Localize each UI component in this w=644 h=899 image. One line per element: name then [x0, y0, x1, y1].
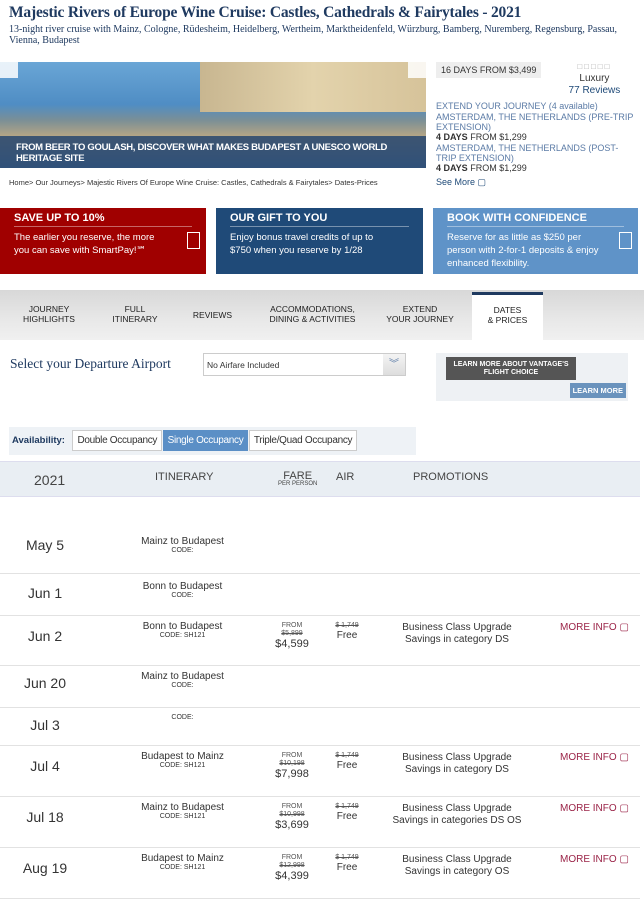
trip-level: Luxury	[579, 73, 610, 84]
expand-icon[interactable]	[619, 232, 632, 249]
table-row: Jun 2 Bonn to Budapest CODE: SH121 FROM $5,8…	[0, 616, 640, 666]
single-occupancy-button[interactable]: Single Occupancy	[162, 430, 249, 451]
hero-caption: FROM BEER TO GOULASH, DISCOVER WHAT MAKE…	[0, 136, 426, 168]
tab-full-itinerary[interactable]: FULL ITINERARY	[112, 304, 158, 324]
table-row: Jul 3 CODE:	[0, 708, 640, 746]
departure-date: Jun 2	[27, 628, 63, 644]
departure-airport-select[interactable]: No Airfare Included ︾	[203, 353, 406, 376]
air-header: AIR	[336, 471, 355, 483]
promotions-cell: Business Class Upgrade Savings in categor…	[402, 622, 512, 645]
itinerary-cell: Bonn to Budapest CODE:	[142, 581, 223, 600]
table-header: 2021 ITINERARY FARE PER PERSON AIR PROMOT…	[0, 461, 640, 497]
see-more-link[interactable]: See More ▢	[436, 177, 487, 187]
tab-extend-journey[interactable]: EXTEND YOUR JOURNEY	[386, 304, 454, 324]
trip-summary: 16 DAYS FROM $3,499 □□□□□ Luxury 77 Revi…	[436, 62, 636, 187]
table-row: Jun 1 Bonn to Budapest CODE:	[0, 574, 640, 616]
departure-date: Jun 20	[23, 675, 67, 691]
double-occupancy-button[interactable]: Double Occupancy	[72, 430, 163, 451]
expand-icon[interactable]	[187, 232, 200, 249]
flight-choice-text: LEARN MORE ABOUT VANTAGE'S FLIGHT CHOICE	[446, 357, 576, 380]
departure-airport-label: Select your Departure Airport	[10, 356, 171, 371]
air-cell: $ 1,749 Free	[335, 854, 359, 873]
fare-header: FARE PER PERSON	[278, 470, 318, 488]
year-header: 2021	[34, 472, 66, 488]
extend-title: EXTEND YOUR JOURNEY	[436, 101, 547, 111]
promo-save[interactable]: SAVE UP TO 10% The earlier you reserve, t…	[0, 208, 206, 274]
air-cell: $ 1,749 Free	[335, 803, 359, 822]
fare-cell: FROM $10,998 $3,699	[275, 803, 309, 831]
departure-date: Aug 19	[22, 860, 68, 876]
itinerary-header: ITINERARY	[155, 471, 214, 483]
trip-duration: 16 DAYS FROM $3,499	[436, 62, 542, 78]
itinerary-cell: Budapest to Mainz CODE: SH121	[141, 751, 224, 770]
extension-link[interactable]: AMSTERDAM, THE NETHERLANDS (PRE-TRIP EXT…	[436, 112, 634, 132]
fare-cell: FROM $10,198 $7,998	[275, 752, 309, 780]
itinerary-cell: Bonn to Budapest CODE: SH121	[142, 621, 223, 640]
tab-accommodations[interactable]: ACCOMMODATIONS, DINING & ACTIVITIES	[269, 304, 356, 324]
promotions-cell: Business Class Upgrade Savings in categor…	[402, 752, 512, 775]
chevron-down-icon[interactable]: ︾	[383, 354, 405, 375]
page-subtitle: 13-night river cruise with Mainz, Cologn…	[9, 24, 618, 46]
departure-date: May 5	[25, 537, 65, 553]
promotions-header: PROMOTIONS	[413, 471, 489, 483]
fare-cell: FROM $5,899 $4,599	[275, 622, 309, 650]
tab-journey-highlights[interactable]: JOURNEY HIGHLIGHTS	[23, 304, 75, 324]
itinerary-cell: Budapest to Mainz CODE: SH121	[141, 853, 224, 872]
extension-link[interactable]: AMSTERDAM, THE NETHERLANDS (POST-TRIP EX…	[436, 143, 619, 163]
more-info-link[interactable]: MORE INFO ▢	[560, 854, 629, 865]
hero-image[interactable]: FROM BEER TO GOULASH, DISCOVER WHAT MAKE…	[0, 62, 426, 168]
itinerary-cell: Mainz to Budapest CODE:	[141, 536, 224, 555]
reviews-link[interactable]: 77 Reviews	[568, 85, 621, 96]
air-cell: $ 1,749 Free	[335, 752, 359, 771]
more-info-link[interactable]: MORE INFO ▢	[560, 752, 629, 763]
prev-slide-button[interactable]	[0, 62, 18, 78]
more-info-link[interactable]: MORE INFO ▢	[560, 622, 629, 633]
air-cell: $ 1,749 Free	[335, 622, 359, 641]
departure-date: Jun 1	[27, 585, 63, 601]
next-slide-button[interactable]	[408, 62, 426, 78]
tab-dates-prices[interactable]: DATES & PRICES	[472, 292, 543, 340]
table-row: May 5 Mainz to Budapest CODE:	[0, 497, 640, 574]
rating-stars-icon: □□□□□	[577, 62, 612, 71]
departure-date: Jul 4	[30, 758, 60, 774]
table-row: Jun 20 Mainz to Budapest CODE:	[0, 666, 640, 708]
table-row: Jul 4 Budapest to Mainz CODE: SH121 FROM $10…	[0, 746, 640, 797]
promotions-cell: Business Class Upgrade Savings in categor…	[392, 803, 522, 826]
promotions-cell: Business Class Upgrade Savings in categor…	[402, 854, 512, 877]
availability-selector: Availability: Double Occupancy Single Oc…	[9, 427, 416, 455]
itinerary-cell: Mainz to Budapest CODE: SH121	[141, 802, 224, 821]
departure-date: Jul 3	[30, 717, 60, 733]
tab-bar: JOURNEY HIGHLIGHTS FULL ITINERARY REVIEWS …	[0, 290, 644, 340]
table-row: Aug 19 Budapest to Mainz CODE: SH121 FROM $1…	[0, 848, 640, 899]
promo-gift[interactable]: OUR GIFT TO YOU Enjoy bonus travel credit…	[216, 208, 423, 274]
itinerary-cell: Mainz to Budapest CODE:	[141, 671, 224, 690]
flight-choice-panel: LEARN MORE ABOUT VANTAGE'S FLIGHT CHOICE…	[436, 353, 628, 401]
tab-reviews[interactable]: REVIEWS	[192, 310, 233, 320]
triple-quad-occupancy-button[interactable]: Triple/Quad Occupancy	[248, 430, 358, 451]
breadcrumb[interactable]: Home> Our Journeys> Majestic Rivers Of E…	[9, 178, 378, 187]
itinerary-cell: CODE:	[171, 714, 194, 721]
hero-city-buildings	[200, 62, 426, 112]
promo-confidence[interactable]: BOOK WITH CONFIDENCE Reserve for as littl…	[433, 208, 638, 274]
page-title: Majestic Rivers of Europe Wine Cruise: C…	[9, 4, 522, 21]
more-info-link[interactable]: MORE INFO ▢	[560, 803, 629, 814]
departure-date: Jul 18	[26, 809, 64, 825]
learn-more-button[interactable]: LEARN MORE	[569, 383, 626, 398]
table-row: Jul 18 Mainz to Budapest CODE: SH121 FROM $1…	[0, 797, 640, 848]
fare-cell: FROM $12,998 $4,399	[275, 854, 309, 882]
